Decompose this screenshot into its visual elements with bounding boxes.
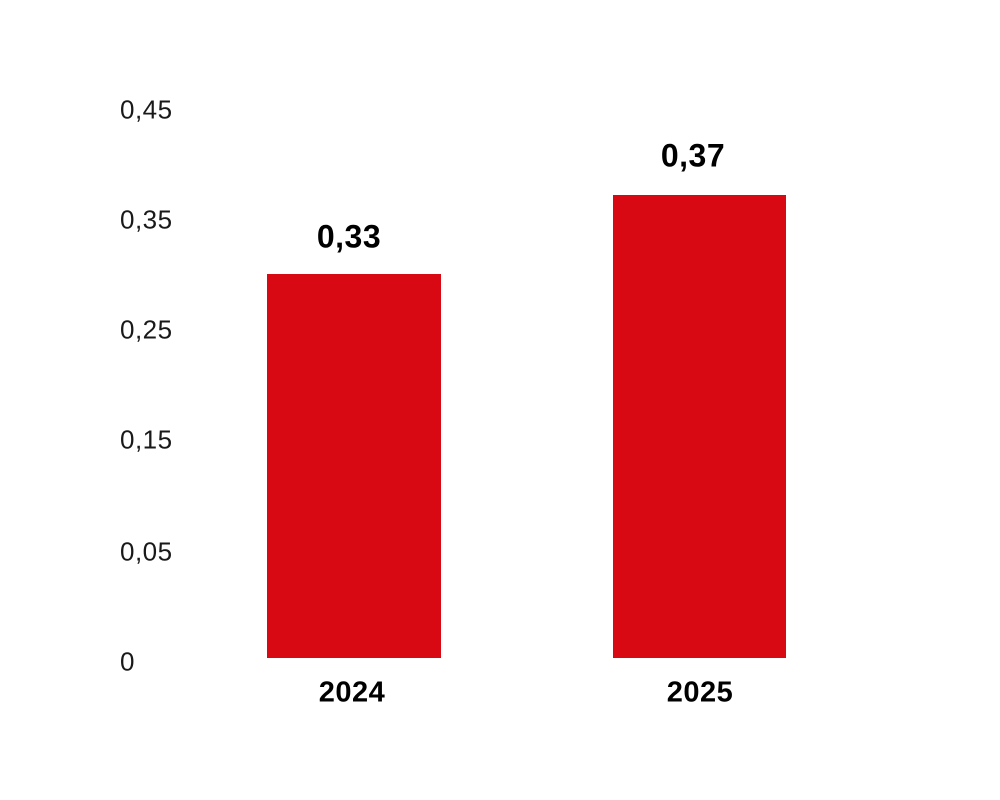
y-axis-tick-label: 0,15 xyxy=(120,424,173,455)
y-axis-tick-label: 0,45 xyxy=(120,94,173,125)
x-axis-label-2024: 2024 xyxy=(318,676,386,709)
y-axis-tick-label: 0,35 xyxy=(120,204,173,235)
bar-2025 xyxy=(613,195,786,658)
x-axis-label-2025: 2025 xyxy=(666,676,734,709)
bar-2024 xyxy=(267,274,441,658)
y-axis-tick-label: 0,05 xyxy=(120,536,173,567)
y-axis-tick-label: 0,25 xyxy=(120,314,173,345)
bar-value-label-2024: 0,33 xyxy=(316,218,382,255)
bar-value-label-2025: 0,37 xyxy=(660,137,726,174)
y-axis-tick-label: 0 xyxy=(120,646,135,677)
